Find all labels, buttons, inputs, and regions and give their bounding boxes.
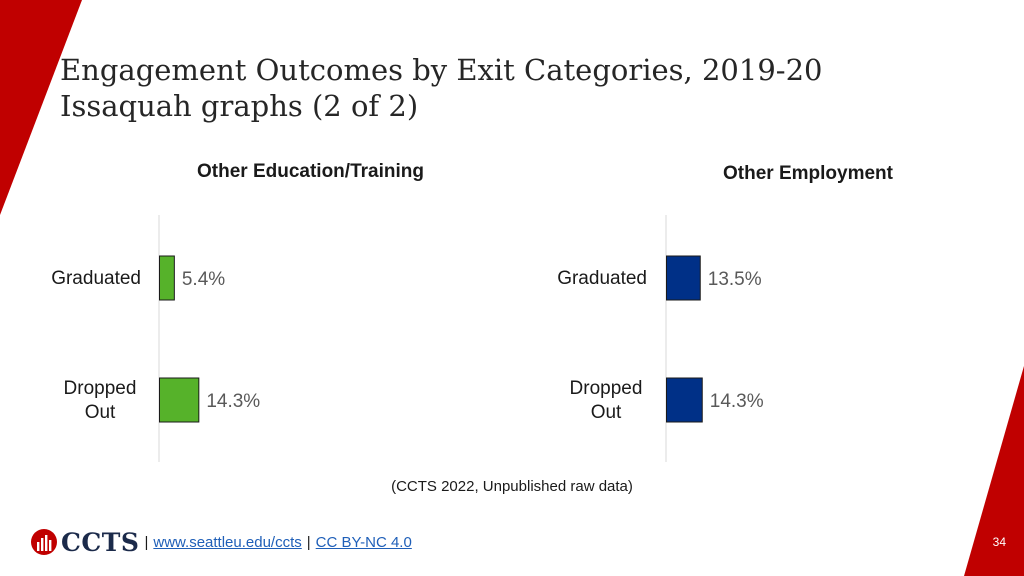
bar — [666, 377, 703, 423]
source-note: (CCTS 2022, Unpublished raw data) — [391, 478, 633, 495]
ccts-logo-icon — [31, 529, 57, 555]
data-label: 13.5% — [708, 269, 762, 290]
footer-separator: | — [306, 533, 311, 551]
footer: CCTS | www.seattleu.edu/ccts | CC BY-NC … — [30, 527, 412, 557]
bar — [666, 255, 701, 301]
category-label: Graduated — [557, 268, 647, 289]
red-corner-decoration-top-left — [0, 0, 82, 215]
ccts-logo-text: CCTS — [61, 527, 140, 557]
category-label: Graduated — [51, 268, 141, 289]
chart-title-education-training: Other Education/Training — [197, 161, 424, 182]
data-label: 14.3% — [710, 391, 764, 412]
red-corner-decoration-bottom-right — [964, 366, 1024, 576]
website-link[interactable]: www.seattleu.edu/ccts — [153, 533, 302, 551]
category-label: Dropped Out — [570, 378, 643, 423]
chart-title-employment: Other Employment — [723, 163, 893, 184]
bar — [159, 377, 200, 423]
slide-title-line-1: Engagement Outcomes by Exit Categories, … — [60, 53, 823, 87]
slide-title: Engagement Outcomes by Exit Categories, … — [60, 52, 822, 124]
footer-separator: | — [144, 533, 149, 551]
category-label: Dropped Out — [64, 378, 137, 423]
data-label: 14.3% — [206, 391, 260, 412]
data-label: 5.4% — [182, 269, 225, 290]
slide-title-line-2: Issaquah graphs (2 of 2) — [60, 89, 419, 123]
page-number: 34 — [992, 535, 1006, 549]
bar — [159, 255, 175, 301]
license-link[interactable]: CC BY-NC 4.0 — [315, 533, 412, 551]
